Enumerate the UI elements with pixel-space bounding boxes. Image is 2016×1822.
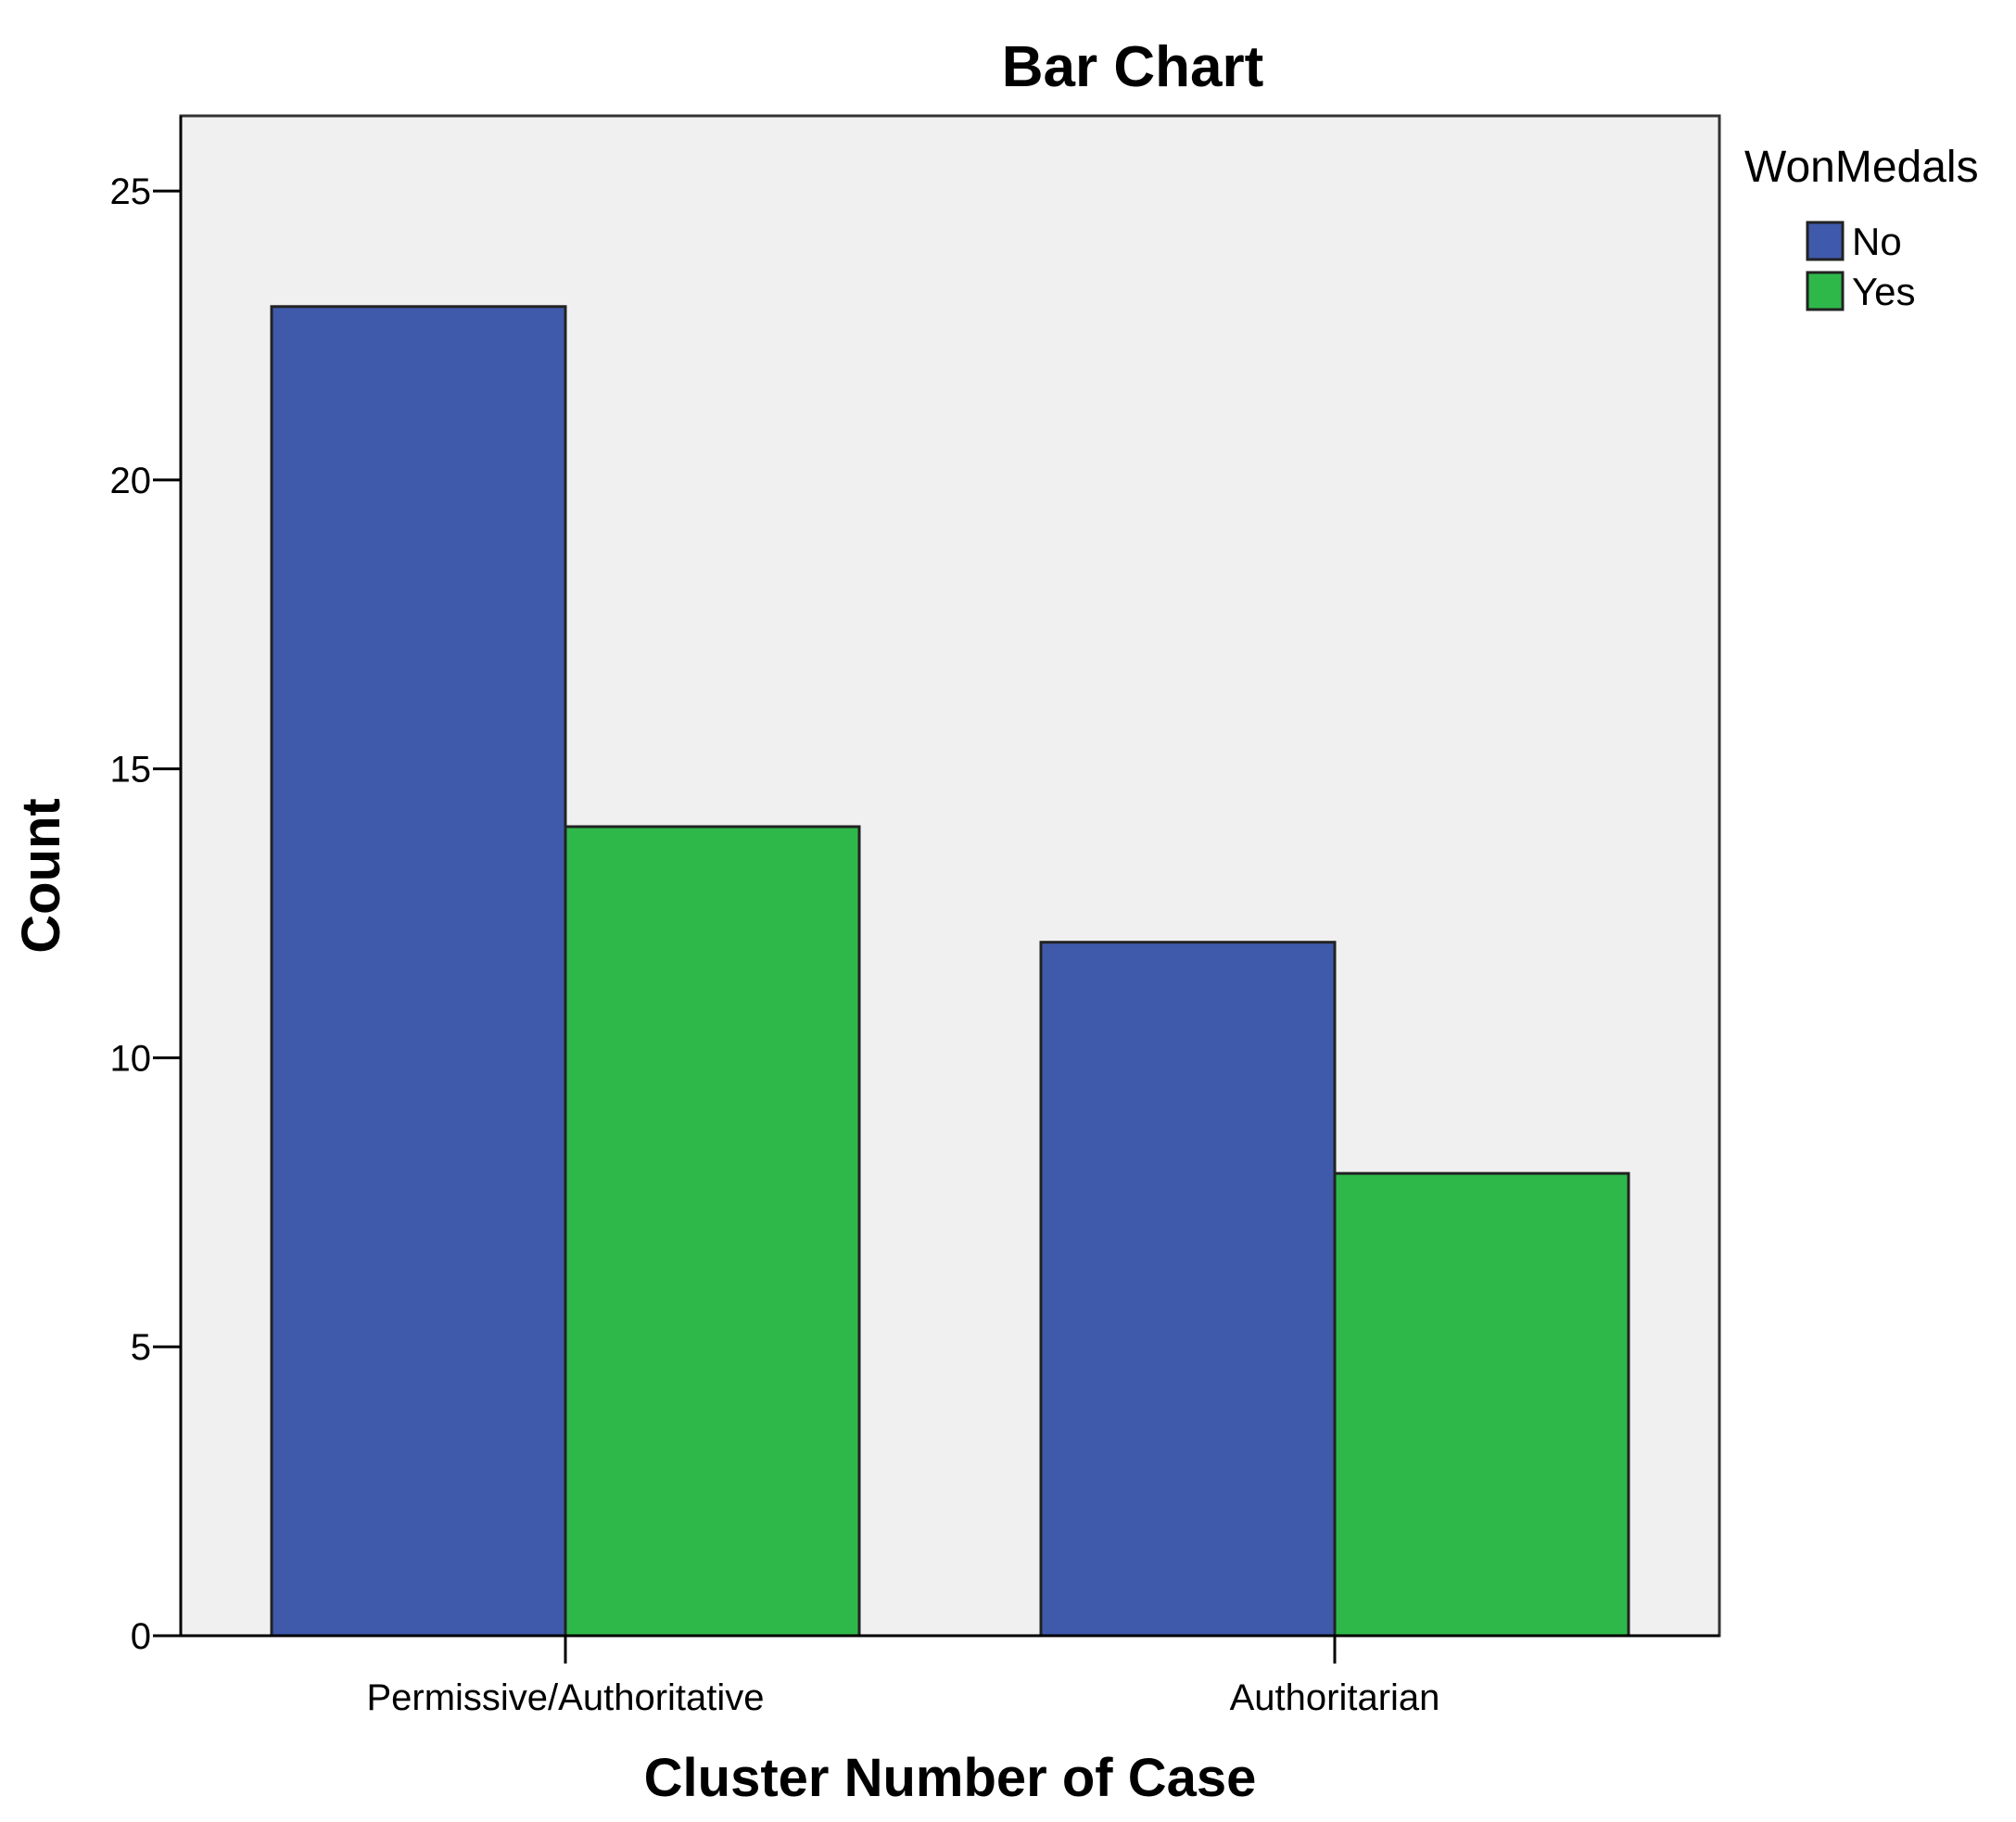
chart-title: Bar Chart [1002,35,1264,99]
legend-swatch-yes [1806,271,1845,311]
y-tick-label: 0 [131,1616,151,1657]
y-tick-label: 10 [110,1038,152,1079]
bar-yes-1 [564,825,861,1638]
bar-yes-2 [1333,1171,1630,1638]
bar-no-1 [270,305,567,1638]
x-tick-label: Permissive/Authoritative [366,1677,764,1718]
legend: WonMedals No Yes [1744,143,1979,313]
y-tick-label: 25 [110,171,152,212]
x-axis: Permissive/Authoritative Authoritarian [181,1634,1719,1718]
x-tick-label: Authoritarian [1230,1677,1440,1718]
y-axis: 0 5 10 15 20 25 [110,116,183,1657]
legend-swatch-no [1806,221,1845,261]
x-axis-title: Cluster Number of Case [644,1748,1257,1808]
bars-layer [270,305,1630,1638]
y-tick-label: 15 [110,750,152,791]
y-axis-title: Count [11,798,71,954]
legend-label-yes: Yes [1852,270,1916,313]
legend-label-no: No [1852,220,1902,263]
legend-title: WonMedals [1744,143,1979,192]
y-tick-label: 20 [110,461,152,501]
y-tick-label: 5 [131,1327,151,1368]
bar-no-2 [1039,941,1337,1638]
